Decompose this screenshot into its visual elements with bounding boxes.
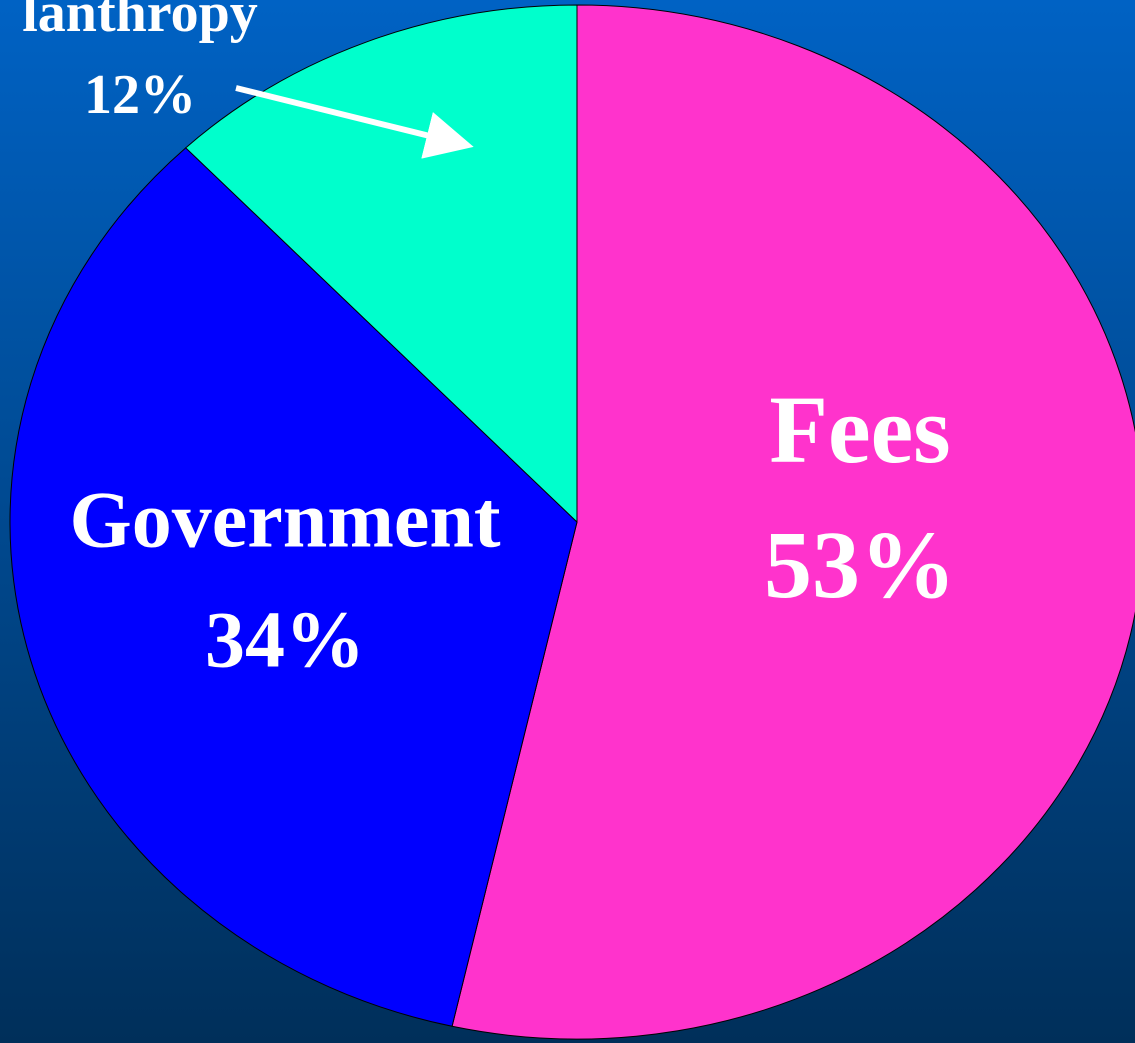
pie-slice — [451, 4, 1135, 1040]
slice-value-label: 12% — [84, 64, 196, 126]
labels: Fees 53% Government 34% lanthropy 12% — [22, 0, 956, 684]
callout-arrow — [235, 85, 474, 159]
pie-slice — [184, 4, 578, 524]
slice-label: Government — [69, 476, 500, 564]
pie — [9, 4, 1135, 1040]
pie-slice — [9, 147, 578, 1027]
slice-value-label: 34% — [205, 596, 365, 684]
slice-label: Fees — [769, 376, 950, 483]
slice-label: lanthropy — [22, 0, 257, 44]
slice-value-label: 53% — [764, 511, 956, 618]
